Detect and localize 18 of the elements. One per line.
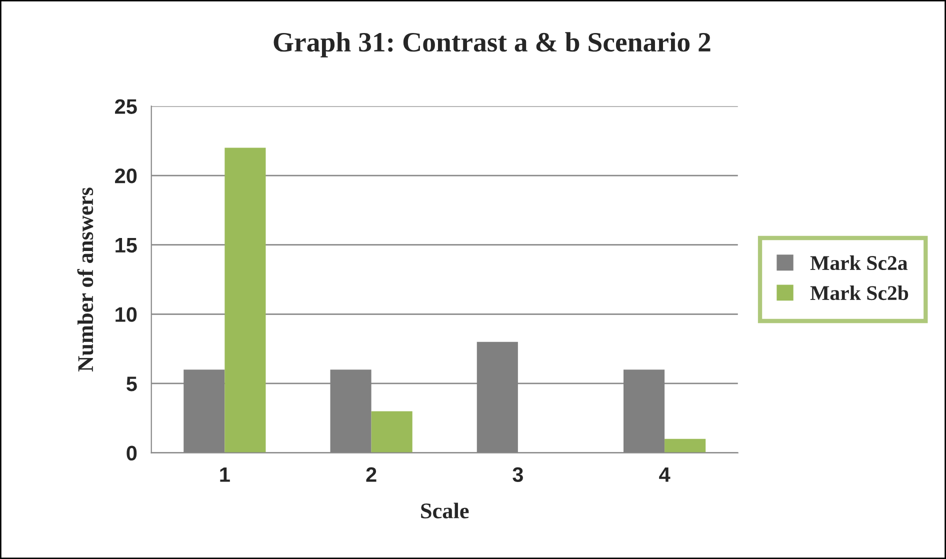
x-tick-label: 2 <box>366 467 376 482</box>
legend-label: Mark Sc2a <box>810 255 908 270</box>
x-axis-title: Scale <box>421 502 469 518</box>
bar <box>371 411 412 453</box>
y-tick-label: 20 <box>115 168 137 184</box>
bar <box>224 148 266 453</box>
y-tick-label: 15 <box>116 238 137 253</box>
x-tick-label: 3 <box>512 467 523 482</box>
x-tick-label: 4 <box>659 467 670 482</box>
y-tick-label: 5 <box>126 376 137 392</box>
y-tick-label: 25 <box>115 99 137 114</box>
y-tick-label: 10 <box>116 307 137 322</box>
y-axis-title: Number of answers <box>77 188 94 372</box>
x-tick-label: 1 <box>220 467 230 482</box>
y-tick-label: 0 <box>126 446 137 461</box>
bar <box>664 438 706 453</box>
chart-title: Graph 31: Contrast a & b Scenario 2 <box>274 32 710 58</box>
legend-label: Mark Sc2b <box>810 285 908 300</box>
